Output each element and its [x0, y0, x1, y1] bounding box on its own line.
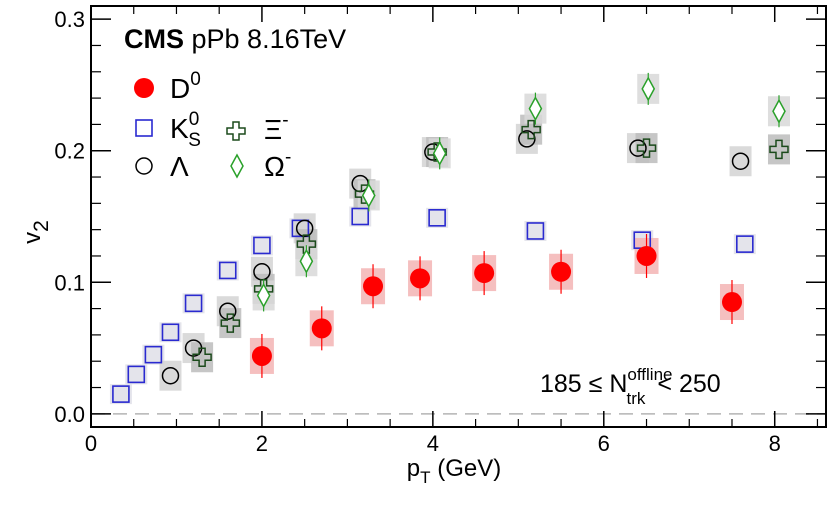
- point-omega: [641, 76, 656, 102]
- point-lambda: [161, 366, 180, 385]
- point-d0: [251, 345, 272, 366]
- point-k0s: [161, 323, 180, 342]
- x-tick-label: 6: [598, 431, 610, 456]
- x-axis-title-sub: T: [420, 468, 430, 487]
- y-tick-label: 0.3: [54, 7, 85, 32]
- point-xi: [769, 139, 789, 160]
- y-tick-label: 0.0: [54, 402, 85, 427]
- y-tick-label: 0.2: [54, 139, 85, 164]
- legend-entry-omega: Ω-: [230, 147, 291, 182]
- experiment-name: CMS: [124, 24, 184, 54]
- point-k0s: [428, 209, 446, 227]
- point-xi: [636, 138, 657, 158]
- sys-box-k0s: [349, 206, 372, 227]
- sys-box-lambda: [159, 360, 182, 391]
- legend-marker-d0: [134, 78, 154, 98]
- point-xi: [192, 347, 212, 368]
- data-markers: [112, 72, 789, 403]
- x-tick-label: 2: [256, 431, 268, 456]
- legend-label-d0: D0: [170, 69, 201, 104]
- point-k0s: [144, 345, 163, 364]
- point-d0: [410, 268, 431, 289]
- point-k0s: [291, 219, 310, 238]
- sys-box-k0s: [426, 207, 449, 228]
- point-k0s: [112, 385, 130, 403]
- x-axis-title-unit: (GeV): [431, 455, 502, 482]
- legend: D0 K0 S Ξ- Λ Ω-: [134, 69, 291, 182]
- point-d0: [474, 263, 495, 284]
- sys-box-k0s: [109, 384, 132, 405]
- sys-box-k0s: [125, 364, 148, 385]
- sys-box-k0s: [216, 260, 239, 281]
- x-tick-label: 4: [427, 431, 439, 456]
- sys-box-k0s: [733, 234, 756, 255]
- sys-box-k0s: [524, 220, 547, 241]
- point-omega: [256, 282, 271, 309]
- point-omega: [432, 140, 447, 166]
- y-axis-title-sub: 2: [30, 220, 53, 232]
- x-tick-label: 0: [85, 431, 97, 456]
- y-axis-title-main: v: [19, 232, 46, 244]
- legend-marker-lambda: [135, 157, 153, 175]
- sys-box-k0s: [142, 344, 165, 365]
- sys-box-xi: [191, 342, 214, 373]
- legend-label-omega: Ω-: [264, 147, 291, 182]
- sys-box-xi: [767, 134, 790, 165]
- y-axis-title: v2: [19, 220, 53, 244]
- sys-box-xi: [219, 308, 242, 339]
- legend-entry-d0: D0: [134, 69, 201, 104]
- x-tick-label: 8: [769, 431, 781, 456]
- point-d0: [363, 276, 384, 297]
- x-axis-title: pT (GeV): [407, 455, 501, 487]
- point-k0s: [526, 222, 545, 240]
- multiplicity-range: 185 ≤ Noffline trk< 250: [540, 365, 721, 408]
- cms-label: CMS pPb 8.16TeV: [124, 24, 346, 54]
- x-axis-title-main: p: [407, 455, 420, 482]
- point-lambda: [731, 152, 750, 170]
- plot-frame: [90, 5, 827, 428]
- legend-entry-lambda: Λ: [135, 151, 189, 182]
- point-d0: [551, 261, 572, 282]
- legend-marker-k0s: [135, 119, 153, 137]
- point-xi: [296, 234, 317, 254]
- sys-box-k0s: [250, 235, 273, 256]
- point-d0: [311, 318, 332, 339]
- point-k0s: [218, 261, 237, 280]
- point-xi: [521, 119, 541, 140]
- legend-entry-k0s: K0 S: [135, 109, 201, 151]
- point-k0s: [736, 235, 754, 253]
- legend-label-k0s: K0 S: [170, 109, 201, 151]
- sys-box-lambda: [729, 146, 752, 177]
- axis-ticks: 0 2 4 6 8 0.0 0.1 0.2 0.3: [54, 6, 826, 456]
- sys-box-k0s: [159, 322, 182, 343]
- point-k0s: [253, 236, 271, 255]
- legend-entry-xi: Ξ-: [226, 110, 289, 145]
- point-lambda: [295, 219, 314, 238]
- legend-label-lambda: Λ: [170, 151, 189, 182]
- legend-marker-omega: [230, 153, 244, 179]
- point-k0s: [127, 365, 146, 384]
- point-omega: [299, 248, 314, 274]
- point-xi: [220, 313, 241, 333]
- point-omega: [528, 96, 543, 122]
- point-omega: [361, 182, 376, 209]
- sys-box-k0s: [182, 293, 205, 314]
- point-k0s: [184, 294, 203, 313]
- point-lambda: [629, 139, 647, 157]
- point-d0: [721, 292, 742, 313]
- y-tick-label: 0.1: [54, 270, 85, 295]
- legend-marker-xi: [226, 121, 246, 141]
- point-k0s: [351, 207, 370, 226]
- point-d0: [636, 245, 657, 266]
- point-omega: [772, 98, 786, 124]
- legend-label-xi: Ξ-: [264, 110, 289, 145]
- collision-system: pPb 8.16TeV: [192, 24, 347, 54]
